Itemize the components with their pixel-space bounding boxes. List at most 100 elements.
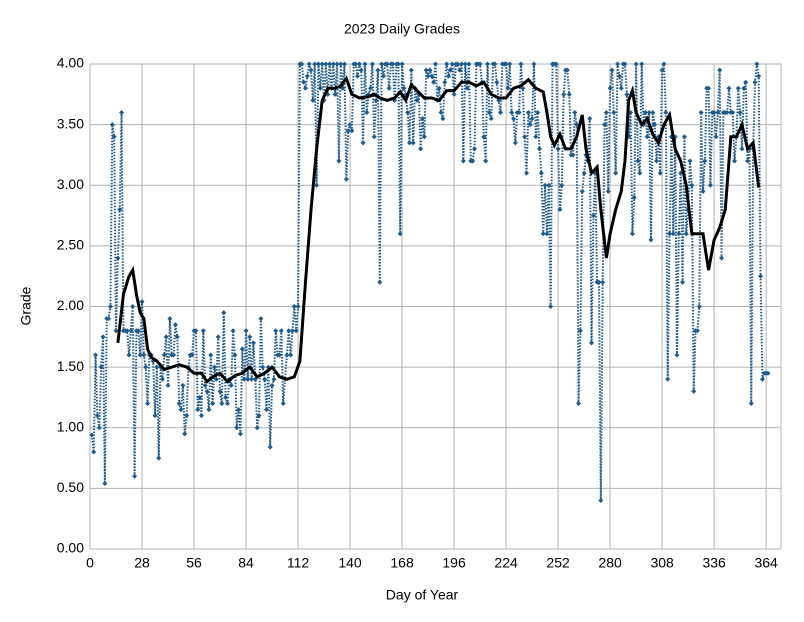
data-point: [698, 110, 704, 115]
data-point: [611, 110, 617, 115]
data-point: [419, 116, 425, 122]
data-point: [745, 158, 751, 164]
data-point: [429, 73, 435, 79]
data-point: [577, 328, 583, 334]
data-point: [89, 432, 95, 438]
data-point: [241, 376, 247, 382]
data-point: [483, 158, 489, 164]
x-tick-label: 0: [86, 555, 94, 571]
data-point: [349, 128, 355, 134]
data-point: [537, 146, 543, 152]
data-point: [711, 110, 717, 115]
data-point: [648, 237, 654, 243]
data-point: [498, 110, 504, 115]
data-point: [559, 182, 565, 188]
data-point: [377, 279, 383, 285]
data-point: [93, 352, 99, 358]
data-point: [217, 388, 223, 394]
data-point: [145, 401, 151, 406]
data-point: [512, 140, 518, 146]
data-point: [345, 128, 351, 134]
data-point: [535, 110, 541, 115]
data-point: [304, 73, 310, 79]
data-point: [564, 67, 570, 73]
data-point: [589, 340, 595, 346]
data-point: [579, 188, 585, 194]
data-point: [380, 73, 386, 79]
data-point: [228, 382, 234, 388]
x-tick-label: 112: [287, 555, 310, 571]
x-tick-label: 140: [338, 555, 362, 571]
data-point: [719, 255, 725, 261]
data-point: [657, 170, 663, 176]
data-point: [542, 182, 548, 188]
data-point: [667, 231, 673, 237]
data-point: [587, 116, 593, 122]
data-point: [410, 140, 416, 146]
data-point: [353, 61, 359, 67]
data-point: [665, 376, 671, 382]
data-point: [373, 97, 379, 103]
data-point: [319, 61, 325, 67]
data-point: [538, 170, 544, 176]
series-line: [116, 75, 761, 384]
data-point: [236, 407, 242, 413]
data-point: [288, 352, 294, 358]
data-point: [156, 455, 162, 461]
data-point: [451, 91, 457, 97]
y-tick-label: 3.50: [57, 115, 84, 131]
data-point: [717, 67, 723, 73]
data-point: [481, 134, 487, 140]
data-point: [756, 73, 762, 79]
data-point: [232, 352, 238, 358]
data-point: [609, 67, 615, 73]
data-point: [607, 85, 613, 91]
data-point: [271, 376, 277, 382]
data-point: [654, 158, 660, 164]
data-point: [639, 61, 645, 67]
data-point: [472, 146, 478, 152]
data-point: [139, 299, 145, 305]
data-point: [470, 158, 476, 164]
data-point: [576, 401, 582, 406]
data-point: [371, 134, 377, 140]
data-point: [457, 67, 463, 73]
data-point: [440, 116, 446, 122]
data-point: [91, 449, 97, 455]
data-point: [748, 401, 754, 406]
data-point: [511, 116, 517, 122]
data-point: [616, 73, 622, 79]
data-point: [659, 67, 665, 73]
data-point: [683, 231, 689, 237]
x-tick-label: 280: [598, 555, 622, 571]
data-point: [204, 388, 210, 394]
data-point: [390, 61, 396, 67]
data-point: [427, 67, 433, 73]
data-point: [681, 134, 687, 140]
data-point: [310, 97, 316, 103]
data-point: [306, 61, 312, 67]
y-axis-label: Grade: [18, 286, 34, 325]
data-point: [486, 110, 492, 115]
y-tick-label: 1.50: [57, 358, 84, 374]
data-point: [464, 85, 470, 91]
data-point: [314, 182, 320, 188]
x-tick-label: 28: [134, 555, 150, 571]
data-point: [494, 79, 500, 85]
data-point: [732, 158, 738, 164]
data-point: [213, 376, 219, 382]
data-point: [230, 328, 236, 334]
data-point: [689, 182, 695, 188]
data-point: [646, 110, 652, 115]
data-point: [143, 364, 149, 370]
x-tick-label: 336: [702, 555, 726, 571]
data-point: [661, 61, 667, 67]
data-point: [132, 473, 138, 479]
data-point: [94, 413, 100, 419]
data-point: [189, 352, 195, 358]
data-point: [735, 85, 741, 91]
data-point: [215, 334, 221, 340]
data-point: [295, 304, 301, 309]
data-point: [613, 170, 619, 176]
data-point: [492, 61, 498, 67]
